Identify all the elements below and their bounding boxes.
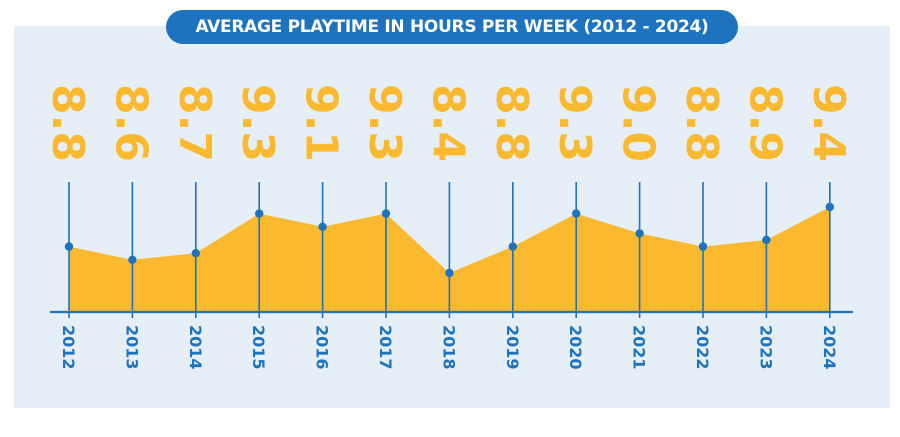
data-point <box>191 249 200 258</box>
data-point <box>381 209 391 218</box>
data-point <box>318 222 327 231</box>
value-label: 8.4 <box>422 84 473 162</box>
x-tick-label: 2016 <box>313 325 332 370</box>
x-tick-label: 2024 <box>820 325 839 370</box>
value-label: 9.1 <box>296 84 347 162</box>
value-label: 8.9 <box>739 84 790 162</box>
value-label: 8.8 <box>486 84 537 162</box>
value-label: 9.4 <box>803 84 854 162</box>
x-tick-label: 2017 <box>376 325 395 370</box>
data-point <box>255 209 264 218</box>
x-tick-label: 2018 <box>439 325 458 370</box>
value-label: 9.3 <box>359 84 410 162</box>
x-tick-label: 2019 <box>503 325 522 370</box>
value-label: 9.0 <box>613 84 664 162</box>
data-point <box>445 268 454 278</box>
x-tick-label: 2015 <box>249 325 268 370</box>
data-point <box>825 202 834 212</box>
data-point <box>572 209 581 218</box>
x-tick-label: 2021 <box>630 325 649 370</box>
x-tick-label: 2023 <box>756 325 775 370</box>
x-tick-label: 2014 <box>186 325 205 370</box>
data-point <box>508 242 517 251</box>
data-point <box>635 229 644 238</box>
x-tick-label: 2020 <box>566 325 585 370</box>
chart-title: AVERAGE PLAYTIME IN HOURS PER WEEK (2012… <box>166 10 738 44</box>
value-label: 9.3 <box>549 84 600 162</box>
data-point <box>64 242 74 251</box>
x-tick-label: 2022 <box>693 325 712 370</box>
value-label: 8.8 <box>676 84 727 162</box>
value-label: 8.6 <box>105 84 156 162</box>
value-label: 8.7 <box>169 84 220 162</box>
value-label: 9.3 <box>232 84 283 162</box>
data-point <box>762 235 771 245</box>
data-point <box>128 255 137 264</box>
x-tick-label: 2012 <box>59 325 78 370</box>
chart-panel <box>14 26 890 408</box>
value-label: 8.8 <box>42 84 93 162</box>
data-point <box>698 242 708 251</box>
x-tick-label: 2013 <box>122 325 141 370</box>
